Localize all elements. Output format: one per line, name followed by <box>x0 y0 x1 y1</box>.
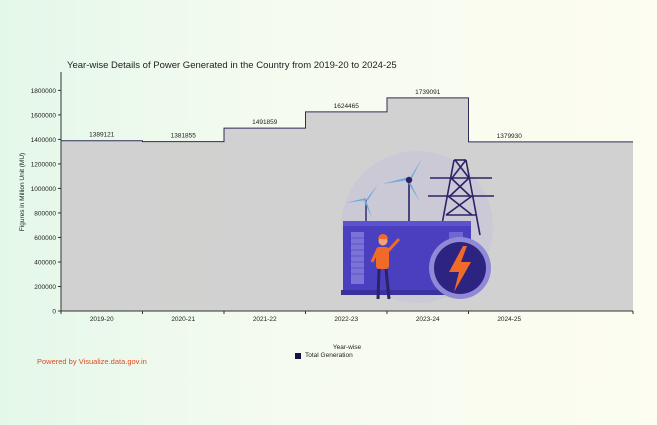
y-axis-title: Figures in Million Unit (MU) <box>19 153 26 231</box>
series-line <box>61 97 633 143</box>
y-tick-label: 600000 <box>34 235 56 242</box>
data-label: 1739091 <box>415 89 441 96</box>
y-tick-label: 0 <box>52 309 56 316</box>
data-label: 1379930 <box>497 133 523 140</box>
chart-title: Year-wise Details of Power Generated in … <box>67 60 397 71</box>
x-tick-label: 2021-22 <box>253 316 277 323</box>
y-tick-label: 400000 <box>34 259 56 266</box>
y-tick-label: 800000 <box>34 210 56 217</box>
x-tick-label: 2022-23 <box>334 316 358 323</box>
y-tick-label: 1200000 <box>31 161 57 168</box>
y-tick-label: 1000000 <box>31 186 57 193</box>
legend-swatch <box>295 352 301 359</box>
label-layer: 1389121 1381855 1491859 1624465 1739091 13799… <box>19 89 522 351</box>
x-tick-label: 2024-25 <box>497 316 521 323</box>
powered-by-link[interactable]: Powered by Visualize.data.gov.in <box>37 357 147 366</box>
legend-label: Total Generation <box>305 352 353 359</box>
wind-turbine-icon <box>382 158 422 224</box>
x-tick-label: 2023-24 <box>416 316 440 323</box>
power-illustration <box>341 151 494 303</box>
data-label: 1624465 <box>334 103 360 110</box>
lightning-bolt-icon <box>449 246 471 292</box>
legend: Total Generation <box>295 352 353 359</box>
vent-panel <box>351 232 364 284</box>
data-label: 1389121 <box>89 132 115 139</box>
data-label: 1381855 <box>171 133 197 140</box>
y-tick-label: 1400000 <box>31 137 57 144</box>
x-tick-label: 2019-20 <box>90 316 114 323</box>
engineer-icon <box>370 234 401 300</box>
x-tick-label: 2020-21 <box>171 316 195 323</box>
y-tick-label: 1800000 <box>31 88 57 95</box>
x-axis-title: Year-wise <box>333 344 362 351</box>
axis-layer: 0 200000 400000 600000 800000 1000000 1200000 1… <box>31 72 634 323</box>
y-tick-label: 1600000 <box>31 112 57 119</box>
y-tick-label: 200000 <box>34 284 56 291</box>
data-label: 1491859 <box>252 119 278 126</box>
